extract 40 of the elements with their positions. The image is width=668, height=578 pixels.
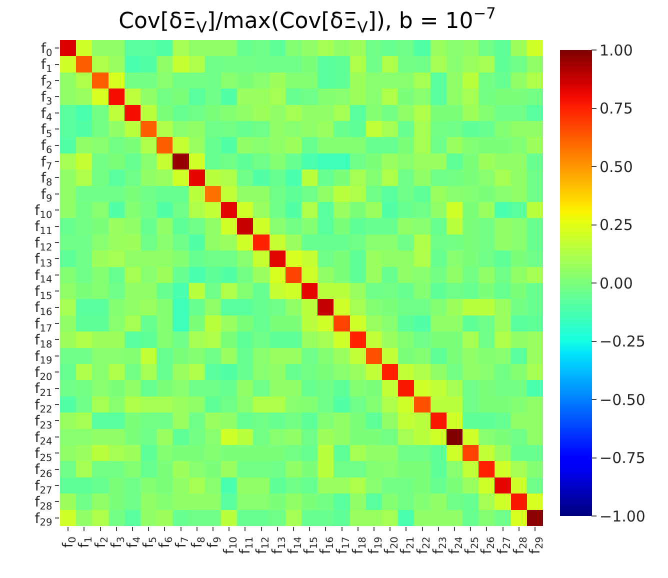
y-tick-label: f$_{16}$ <box>34 300 52 318</box>
color-bar-label: 0.00 <box>600 274 633 292</box>
y-tick-label: f$_{9}$ <box>41 186 52 205</box>
y-tick-label: f$_{13}$ <box>34 252 52 270</box>
y-tick-label: f$_{10}$ <box>34 203 52 221</box>
y-tick-label: f$_{11}$ <box>34 219 52 238</box>
y-tick-label: f$_{21}$ <box>34 381 52 400</box>
y-tick-label: f$_{14}$ <box>34 268 52 286</box>
y-tick-label: f$_{17}$ <box>34 316 52 334</box>
y-tick-label: f$_{23}$ <box>34 414 52 432</box>
color-bar-label: −1.00 <box>600 507 646 526</box>
y-tick-label: f$_{20}$ <box>34 365 52 383</box>
y-tick-label: f$_{2}$ <box>41 73 52 92</box>
y-tick-label: f$_{5}$ <box>41 122 52 140</box>
chart-title: Cov[δΞ$_{V}$]/max(Cov[δΞ$_{V}$]), b = 10$^{−7}$ <box>118 4 496 37</box>
y-tick-label: f$_{22}$ <box>34 397 52 416</box>
y-tick-label: f$_{4}$ <box>41 106 52 124</box>
y-tick-label: f$_{12}$ <box>34 235 52 254</box>
y-tick-label: f$_{8}$ <box>41 170 52 189</box>
y-tick-label: f$_{3}$ <box>41 90 52 108</box>
y-tick-label: f$_{15}$ <box>34 284 52 302</box>
color-bar-label: 0.50 <box>600 158 633 176</box>
color-bar-label: −0.75 <box>600 449 646 467</box>
color-bar-label: 0.25 <box>600 216 633 234</box>
y-tick-label: f$_{28}$ <box>34 494 52 513</box>
color-bar-label: 0.75 <box>600 100 633 118</box>
y-tick-label: f$_{18}$ <box>34 332 52 351</box>
y-tick-label: f$_{27}$ <box>34 478 52 496</box>
y-tick-label: f$_{7}$ <box>41 154 52 172</box>
y-tick-label: f$_{29}$ <box>34 510 52 529</box>
color-bar-label: 1.00 <box>600 41 633 60</box>
y-tick-label: f$_{1}$ <box>41 57 52 76</box>
y-tick-label: f$_{6}$ <box>41 138 52 156</box>
color-bar-label: −0.50 <box>600 390 646 409</box>
color-bar-label: −0.25 <box>600 332 646 350</box>
y-tick-label: f$_{26}$ <box>34 462 52 480</box>
y-tick-label: f$_{25}$ <box>34 446 52 464</box>
y-tick-label: f$_{0}$ <box>41 41 52 59</box>
y-tick-label: f$_{24}$ <box>34 430 52 448</box>
y-tick-label: f$_{19}$ <box>34 348 52 367</box>
